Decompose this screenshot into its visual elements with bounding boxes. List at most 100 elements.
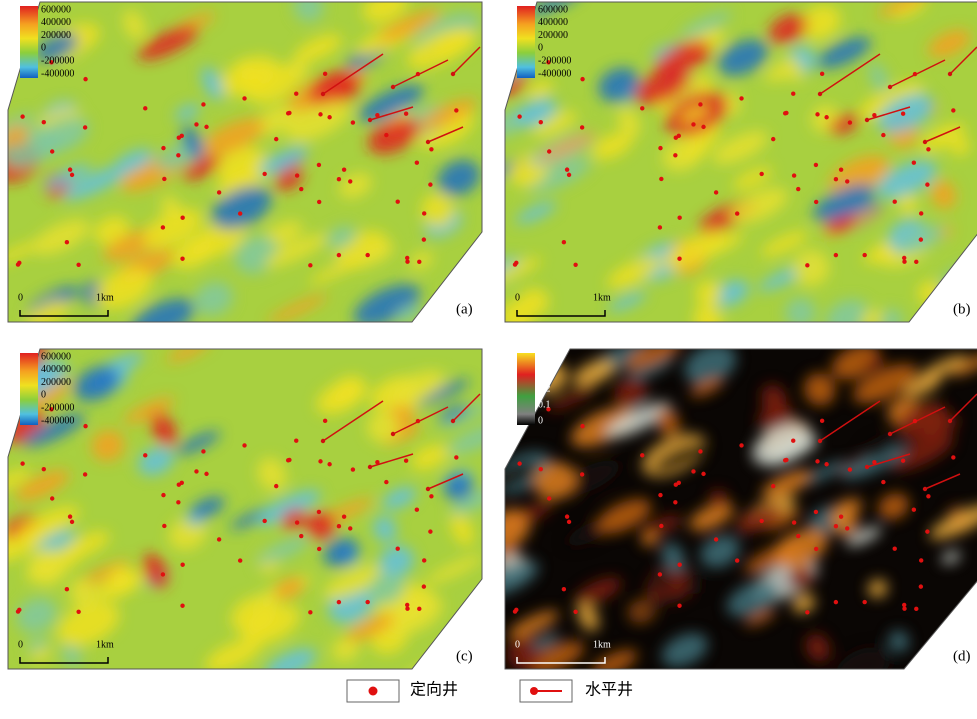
directional-well <box>68 514 72 518</box>
directional-well <box>834 600 838 604</box>
directional-well <box>912 161 916 165</box>
directional-well <box>848 467 852 471</box>
directional-well <box>701 125 705 129</box>
colorbar-label: 400000 <box>538 17 568 28</box>
directional-well <box>375 460 379 464</box>
map-image <box>0 331 507 688</box>
directional-well <box>274 137 278 141</box>
directional-well <box>881 480 885 484</box>
panel-label: (b) <box>953 301 971 317</box>
directional-well <box>926 494 930 498</box>
directional-well <box>161 493 165 497</box>
colorbar-label: 400000 <box>41 17 71 28</box>
directional-well <box>796 187 800 191</box>
directional-well <box>914 260 918 264</box>
well-head <box>391 85 395 89</box>
well-head <box>888 432 892 436</box>
directional-well <box>902 603 906 607</box>
directional-well <box>17 261 21 265</box>
directional-well <box>674 483 678 487</box>
directional-well <box>396 200 400 204</box>
directional-well <box>580 77 584 81</box>
colorbar-label: 600000 <box>41 351 71 362</box>
directional-well <box>342 167 346 171</box>
colorbar-label: 0 <box>538 415 543 426</box>
directional-well <box>567 520 571 524</box>
directional-well <box>771 484 775 488</box>
directional-well <box>677 563 681 567</box>
directional-well <box>194 122 198 126</box>
directional-well <box>415 161 419 165</box>
directional-well <box>567 173 571 177</box>
directional-well <box>893 547 897 551</box>
directional-well <box>912 508 916 512</box>
directional-well <box>201 449 205 453</box>
directional-well <box>815 459 819 463</box>
directional-well <box>735 211 739 215</box>
directional-well <box>659 177 663 181</box>
directional-well <box>299 187 303 191</box>
scale-label: 1km <box>96 639 114 650</box>
well-head <box>818 92 822 96</box>
figure: 定向井 水平井 6000004000002000000-200000-40000… <box>0 0 977 714</box>
directional-well <box>238 211 242 215</box>
directional-well <box>317 200 321 204</box>
scale-label: 0 <box>515 639 520 650</box>
directional-well <box>176 500 180 504</box>
directional-well <box>839 514 843 518</box>
directional-well <box>204 472 208 476</box>
well-head <box>865 118 869 122</box>
directional-well <box>640 106 644 110</box>
directional-well <box>514 608 518 612</box>
directional-well <box>287 458 291 462</box>
directional-well <box>698 449 702 453</box>
colorbar-label: 0.3 <box>538 367 551 378</box>
directional-well <box>176 153 180 157</box>
scale-label: 0 <box>18 292 23 303</box>
directional-well <box>814 510 818 514</box>
directional-well <box>365 600 369 604</box>
well-head <box>321 439 325 443</box>
directional-well <box>262 519 266 523</box>
colorbar-label: 0 <box>41 43 46 54</box>
directional-well <box>180 257 184 261</box>
directional-well <box>791 92 795 96</box>
directional-well <box>417 607 421 611</box>
scale-label: 0 <box>18 639 23 650</box>
directional-well <box>739 96 743 100</box>
directional-well <box>640 453 644 457</box>
colorbar-label: 0.1 <box>538 399 551 410</box>
colorbar-label: 400000 <box>41 364 71 375</box>
directional-well <box>951 455 955 459</box>
well-head <box>451 419 455 423</box>
colorbar <box>20 353 38 425</box>
directional-well <box>658 572 662 576</box>
directional-well <box>415 508 419 512</box>
directional-well <box>422 558 426 562</box>
directional-well <box>161 146 165 150</box>
directional-well <box>565 167 569 171</box>
directional-well <box>893 200 897 204</box>
well-head <box>426 140 430 144</box>
directional-well <box>50 496 54 500</box>
directional-well <box>162 177 166 181</box>
directional-well <box>76 610 80 614</box>
directional-well <box>658 493 662 497</box>
directional-well <box>238 558 242 562</box>
directional-well <box>901 459 905 463</box>
directional-well <box>287 111 291 115</box>
directional-well <box>161 225 165 229</box>
directional-well <box>422 584 426 588</box>
panel-label: (c) <box>456 648 473 664</box>
map-panel: 6000004000002000000-200000-40000001km(c) <box>0 331 507 688</box>
directional-well <box>759 519 763 523</box>
directional-well <box>405 260 409 264</box>
colorbar-label: -400000 <box>41 415 74 426</box>
directional-well <box>177 136 181 140</box>
directional-well <box>17 608 21 612</box>
directional-well <box>792 173 796 177</box>
directional-well <box>70 173 74 177</box>
directional-well <box>42 467 46 471</box>
directional-well <box>308 610 312 614</box>
directional-well <box>83 472 87 476</box>
